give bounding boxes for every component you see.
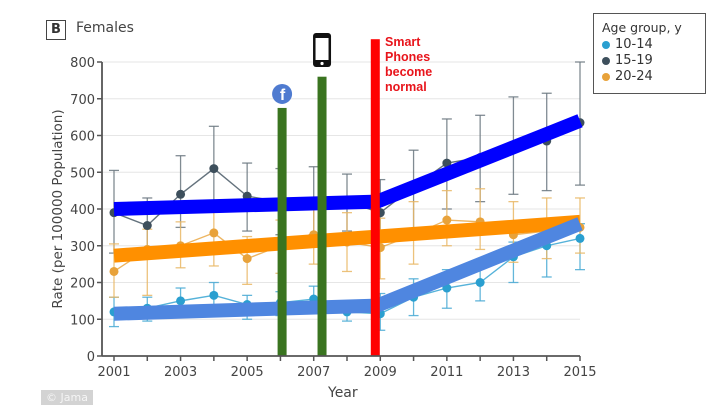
y-tick-label: 0 <box>87 350 95 365</box>
y-tick-label: 100 <box>70 313 95 328</box>
data-point-15-19 <box>442 158 452 168</box>
legend-dot-icon <box>602 41 610 49</box>
legend-label: 20-24 <box>615 69 653 84</box>
x-tick-label: 2003 <box>164 365 197 380</box>
y-tick-label: 300 <box>70 240 95 255</box>
legend-item-20-24: 20-24 <box>602 69 697 85</box>
x-tick-label: 2015 <box>563 365 596 380</box>
x-tick-label: 2007 <box>297 365 330 380</box>
legend-label: 10-14 <box>615 37 653 52</box>
marker-bar-phone <box>317 76 327 356</box>
axes: 0 100 200 300 400 500 600 700 800 2001 2003 2005 200… <box>70 56 596 380</box>
legend-label: 15-19 <box>615 53 653 68</box>
y-tick-label: 600 <box>70 130 95 145</box>
smartphone-home-button <box>320 61 324 66</box>
event-markers: f <box>272 33 380 357</box>
grid-lines <box>102 61 580 320</box>
data-point-20-24 <box>109 266 119 276</box>
y-axis-label: Rate (per 100000 Population) <box>50 109 66 309</box>
y-tick-label: 500 <box>70 166 95 181</box>
y-tick-label: 200 <box>70 277 95 292</box>
data-point-10-14 <box>176 296 186 306</box>
trend-line <box>113 214 581 263</box>
x-axis-label: Year <box>328 385 358 401</box>
data-point-20-24 <box>242 254 252 264</box>
facebook-icon <box>272 83 293 104</box>
data-point-10-14 <box>209 290 219 300</box>
panel-title: Females <box>76 20 134 36</box>
smartphone-screen <box>315 38 329 60</box>
copyright-badge: © Jama <box>41 390 93 405</box>
x-tick-label: 2005 <box>231 365 264 380</box>
x-tick-label: 2013 <box>497 365 530 380</box>
marker-bar-smart-phones-normal <box>370 39 380 357</box>
legend-dot-icon <box>602 57 610 65</box>
y-tick-label: 800 <box>70 56 95 71</box>
legend-title: Age group, y <box>602 20 682 35</box>
annotation-line: Smart <box>385 35 421 49</box>
legend: Age group, y 10-14 15-19 20-24 <box>593 13 706 94</box>
annotation-line: become <box>385 65 433 79</box>
annotation-line: normal <box>385 80 427 94</box>
x-tick-label: 2009 <box>364 365 397 380</box>
x-tick-label: 2001 <box>97 365 130 380</box>
data-point-10-14 <box>575 233 585 243</box>
smartphones-annotation: Smart Phones become normal <box>385 35 432 95</box>
legend-item-10-14: 10-14 <box>602 37 697 53</box>
legend-dot-icon <box>602 73 610 81</box>
legend-item-15-19: 15-19 <box>602 53 697 69</box>
y-tick-label: 700 <box>70 93 95 108</box>
facebook-icon-glyph: f <box>280 87 286 104</box>
data-point-20-24 <box>209 228 219 238</box>
data-point-10-14 <box>475 278 485 287</box>
panel-label: B <box>46 20 66 40</box>
x-tick-label: 2011 <box>430 365 463 380</box>
data-point-15-19 <box>142 221 152 231</box>
data-point-15-19 <box>209 164 219 174</box>
data-point-20-24 <box>442 215 452 225</box>
y-tick-label: 400 <box>70 203 95 218</box>
data-point-15-19 <box>176 189 186 199</box>
marker-bar-facebook <box>277 107 287 356</box>
annotation-line: Phones <box>385 50 431 64</box>
